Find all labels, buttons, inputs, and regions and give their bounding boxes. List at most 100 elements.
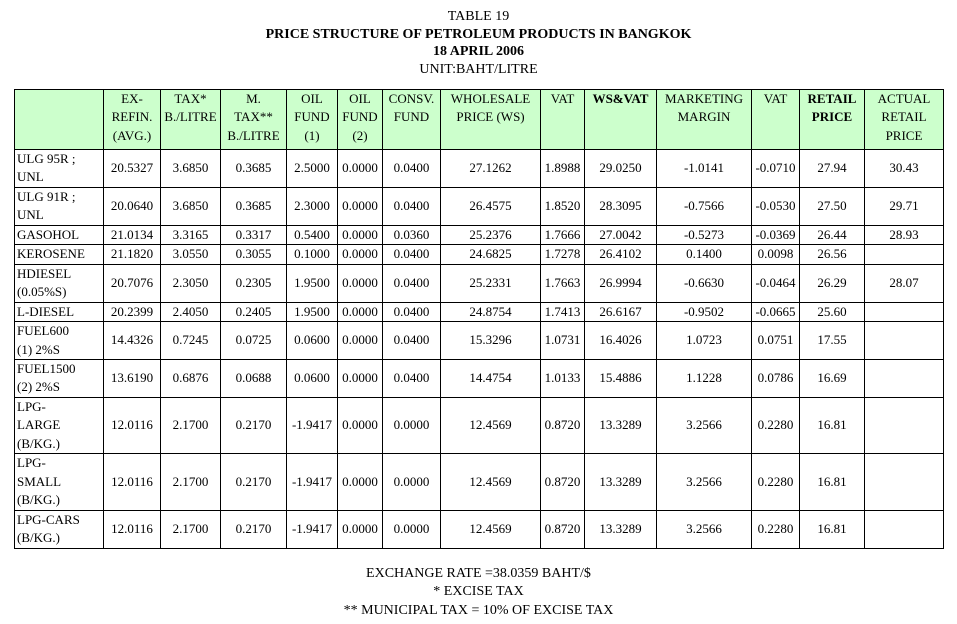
product-name-cell: FUEL1500 (2) 2%S: [14, 358, 104, 398]
value-cell: 3.2566: [656, 509, 752, 549]
value-cell: 0.3317: [220, 224, 287, 246]
column-header-5: OIL FUND (2): [337, 89, 383, 150]
value-cell: 29.71: [864, 186, 944, 226]
value-cell: [864, 396, 944, 455]
value-cell: 0.1400: [656, 244, 752, 265]
table-row: LPG- SMALL (B/KG.) 12.0116 2.1700 0.2170 -1.…: [14, 453, 944, 511]
value-cell: 0.2280: [751, 396, 800, 455]
value-cell: 1.7278: [540, 244, 585, 265]
value-cell: 16.81: [799, 453, 865, 511]
value-cell: 0.0400: [382, 301, 441, 323]
value-cell: [864, 301, 944, 323]
value-cell: -1.9417: [286, 453, 338, 511]
value-cell: 0.2170: [220, 396, 287, 455]
product-name-cell: HDIESEL (0.05%S): [14, 263, 104, 303]
value-cell: 13.3289: [584, 453, 657, 511]
table-row: L-DIESEL 20.2399 2.4050 0.2405 1.9500 0.0000 0…: [14, 301, 944, 323]
value-cell: 26.9994: [584, 263, 657, 303]
product-name-cell: LPG- LARGE (B/KG.): [14, 396, 104, 455]
table-row: FUEL600 (1) 2%S 14.4326 0.7245 0.0725 0.0600…: [14, 321, 944, 360]
column-header-2: TAX* B./LITRE: [160, 89, 221, 150]
value-cell: -0.7566: [656, 186, 752, 226]
value-cell: 0.0000: [382, 396, 441, 455]
value-cell: -0.0464: [751, 263, 800, 303]
product-name-cell: LPG- SMALL (B/KG.): [14, 453, 104, 511]
value-cell: 0.0000: [337, 263, 383, 303]
exchange-rate-note: EXCHANGE RATE =38.0359 BAHT/$: [366, 565, 591, 581]
value-cell: 0.0400: [382, 186, 441, 226]
product-name-cell: ULG 95R ; UNL: [14, 149, 104, 188]
value-cell: 0.2280: [751, 509, 800, 549]
value-cell: 1.0723: [656, 321, 752, 360]
table-row: GASOHOL 21.0134 3.3165 0.3317 0.5400 0.0000 0.…: [14, 224, 944, 246]
value-cell: 0.0000: [382, 453, 441, 511]
product-name-cell: FUEL600 (1) 2%S: [14, 321, 104, 360]
value-cell: 0.3055: [220, 244, 287, 265]
value-cell: -0.0710: [751, 149, 800, 188]
value-cell: 0.8720: [540, 509, 585, 549]
value-cell: 0.0600: [286, 321, 338, 360]
value-cell: 20.0640: [103, 186, 161, 226]
value-cell: 2.3050: [160, 263, 221, 303]
value-cell: 1.0133: [540, 358, 585, 398]
table-row: KEROSENE 21.1820 3.0550 0.3055 0.1000 0.0000 0…: [14, 244, 944, 265]
value-cell: 13.3289: [584, 396, 657, 455]
date-line: 18 APRIL 2006: [432, 44, 524, 59]
value-cell: 27.50: [799, 186, 865, 226]
value-cell: 2.4050: [160, 301, 221, 323]
value-cell: 3.6850: [160, 186, 221, 226]
value-cell: 2.1700: [160, 396, 221, 455]
value-cell: 1.7663: [540, 263, 585, 303]
value-cell: 0.0000: [337, 149, 383, 188]
value-cell: 12.4569: [440, 509, 541, 549]
column-header-6: CONSV. FUND: [382, 89, 441, 150]
value-cell: 0.2305: [220, 263, 287, 303]
value-cell: 25.2376: [440, 224, 541, 246]
table-row: HDIESEL (0.05%S) 20.7076 2.3050 0.2305 1.950…: [14, 263, 944, 303]
value-cell: 0.0400: [382, 321, 441, 360]
value-cell: 0.0098: [751, 244, 800, 265]
value-cell: 0.3685: [220, 186, 287, 226]
table-row: LPG- LARGE (B/KG.) 12.0116 2.1700 0.2170 -1.…: [14, 396, 944, 455]
value-cell: 12.4569: [440, 453, 541, 511]
value-cell: 14.4326: [103, 321, 161, 360]
product-name-cell: KEROSENE: [14, 244, 104, 265]
value-cell: [864, 244, 944, 265]
value-cell: 1.9500: [286, 263, 338, 303]
value-cell: -0.0530: [751, 186, 800, 226]
value-cell: 16.4026: [584, 321, 657, 360]
value-cell: 0.1000: [286, 244, 338, 265]
value-cell: 15.4886: [584, 358, 657, 398]
value-cell: [864, 358, 944, 398]
value-cell: 26.4102: [584, 244, 657, 265]
value-cell: 0.8720: [540, 453, 585, 511]
value-cell: 28.93: [864, 224, 944, 246]
product-name-cell: L-DIESEL: [14, 301, 104, 323]
value-cell: -1.9417: [286, 509, 338, 549]
value-cell: 3.2566: [656, 396, 752, 455]
page-title: PRICE STRUCTURE OF PETROLEUM PRODUCTS IN…: [265, 26, 692, 42]
value-cell: 0.0400: [382, 244, 441, 265]
value-cell: 12.4569: [440, 396, 541, 455]
header-row: EX- REFIN. (AVG.) TAX* B./LITRE M. TAX** B…: [14, 89, 944, 150]
value-cell: 3.6850: [160, 149, 221, 188]
document-footer-block: EXCHANGE RATE =38.0359 BAHT/$ * EXCISE T…: [0, 565, 957, 622]
value-cell: 20.5327: [103, 149, 161, 188]
value-cell: 12.0116: [103, 509, 161, 549]
value-cell: 20.2399: [103, 301, 161, 323]
value-cell: 1.1228: [656, 358, 752, 398]
price-structure-table: EX- REFIN. (AVG.) TAX* B./LITRE M. TAX** B…: [14, 89, 944, 549]
table-row: ULG 95R ; UNL 20.5327 3.6850 0.3685 2.5000 0.…: [14, 149, 944, 188]
value-cell: 21.0134: [103, 224, 161, 246]
value-cell: 26.29: [799, 263, 865, 303]
value-cell: 0.0000: [382, 509, 441, 549]
value-cell: 21.1820: [103, 244, 161, 265]
value-cell: 2.3000: [286, 186, 338, 226]
value-cell: 12.0116: [103, 453, 161, 511]
column-header-10: MARKETING MARGIN: [656, 89, 752, 150]
column-header-11: VAT: [751, 89, 800, 150]
value-cell: -1.9417: [286, 396, 338, 455]
value-cell: 0.0000: [337, 301, 383, 323]
value-cell: 0.0400: [382, 149, 441, 188]
value-cell: 1.0731: [540, 321, 585, 360]
